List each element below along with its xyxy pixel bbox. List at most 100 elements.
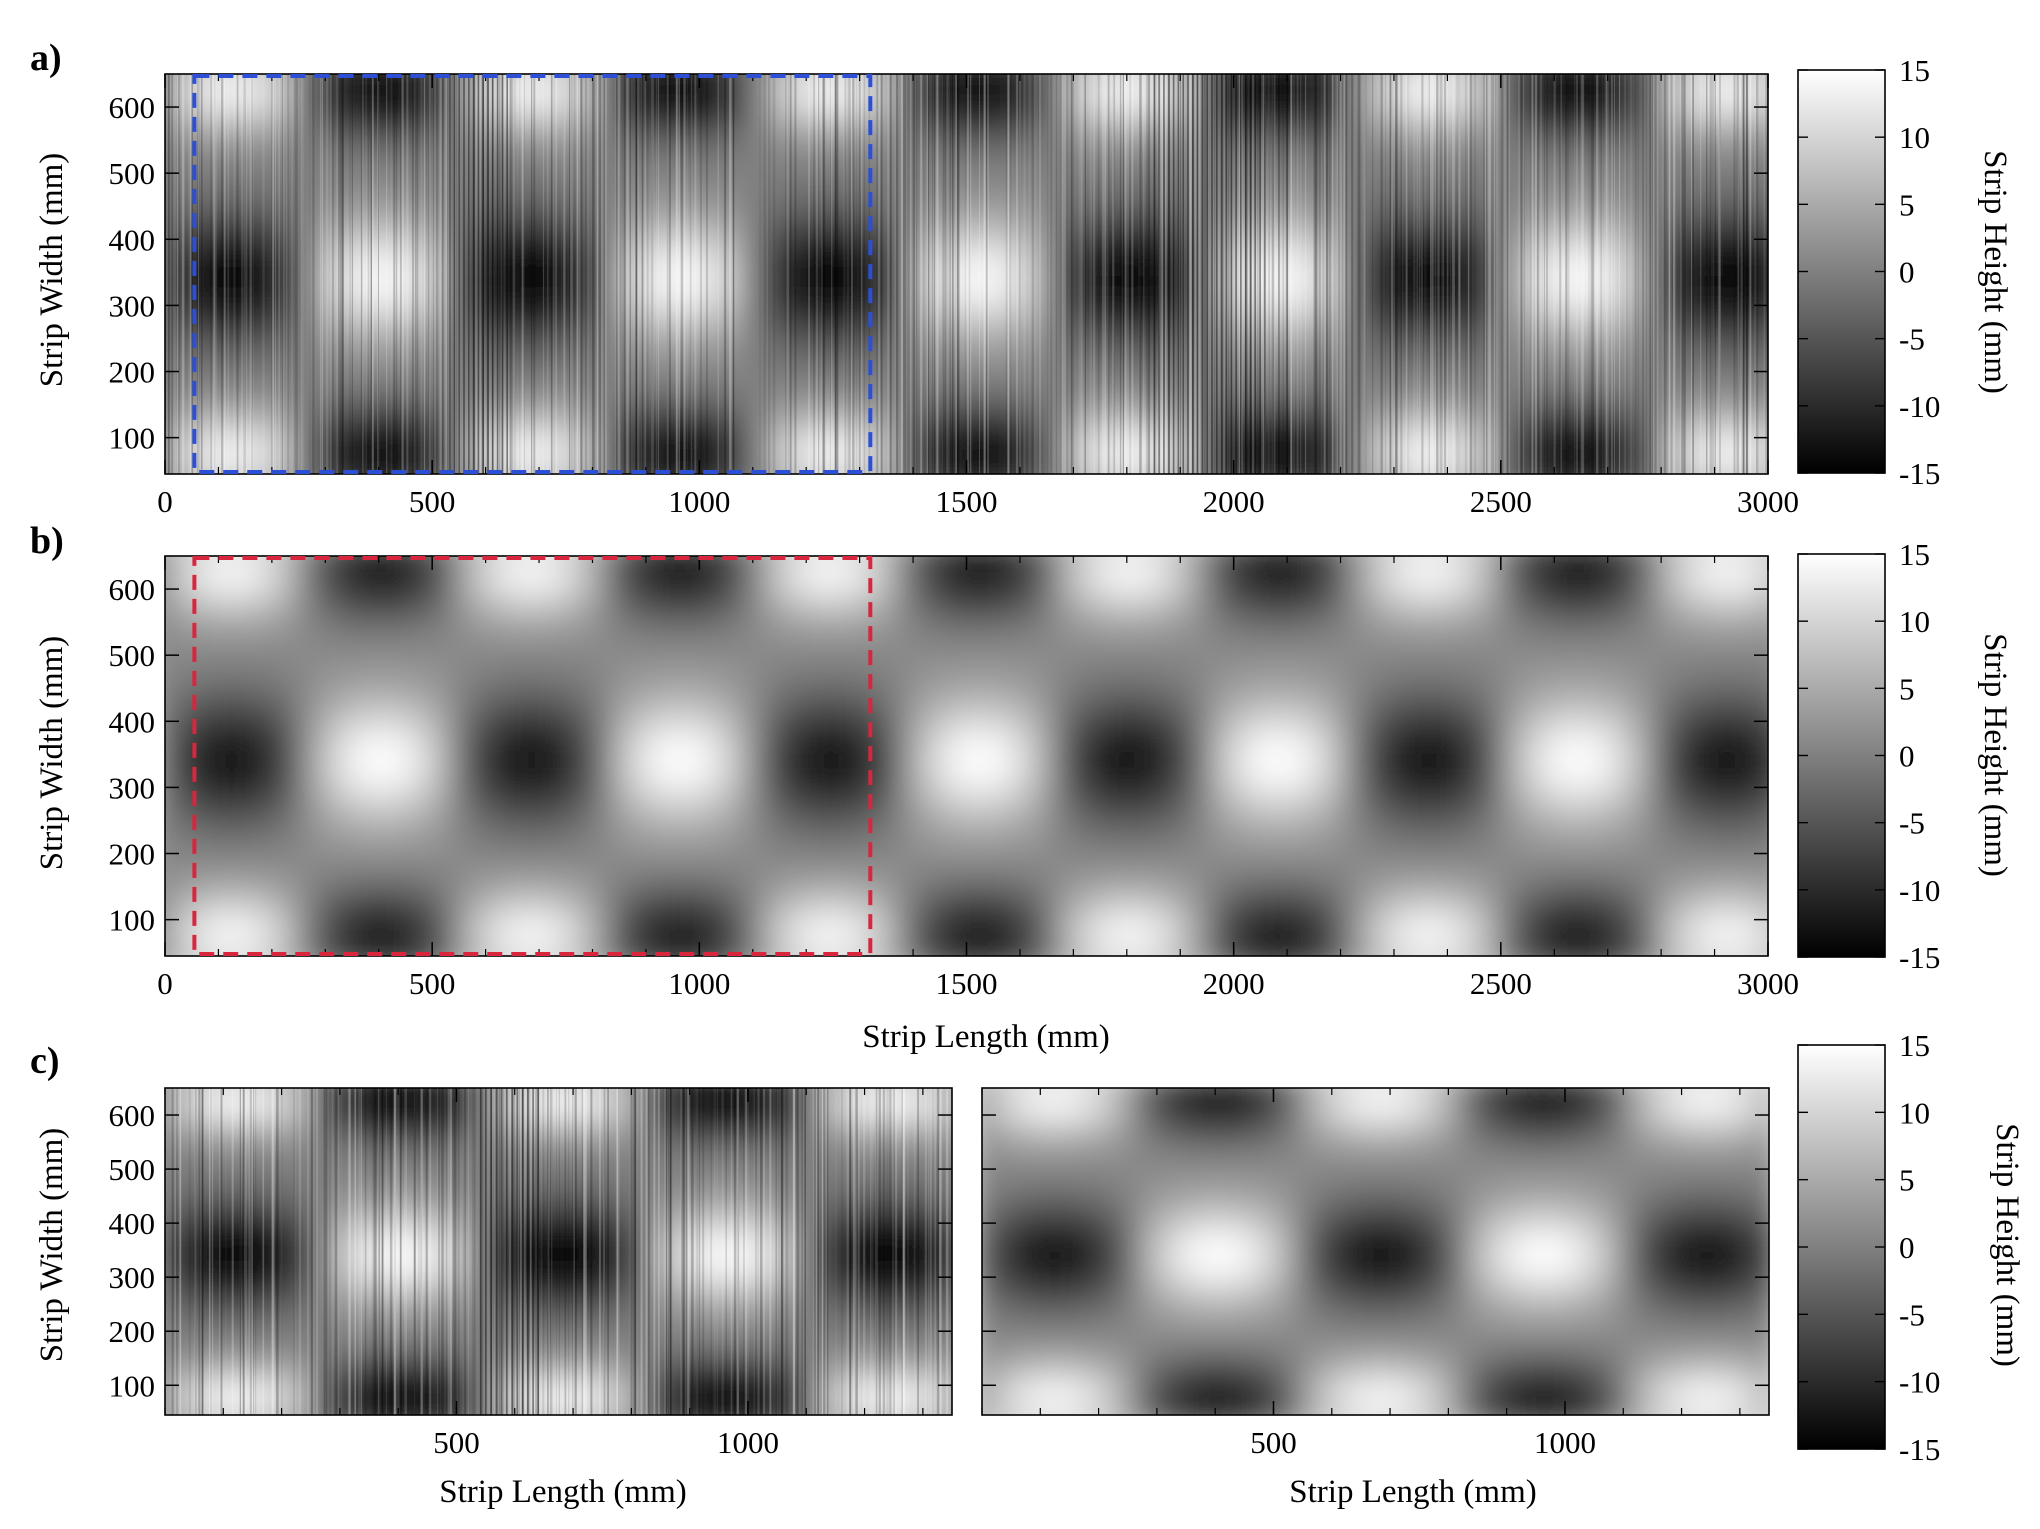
- heat-cell: [610, 181, 633, 197]
- heat-cell: [1300, 740, 1323, 756]
- heat-cell: [1523, 289, 1546, 305]
- heat-cell: [610, 335, 633, 351]
- heat-cell: [966, 925, 989, 941]
- heat-cell: [209, 586, 232, 602]
- noise-streak: [1436, 74, 1438, 474]
- heat-cell: [654, 571, 677, 587]
- heat-cell: [1523, 258, 1546, 274]
- heat-cell: [632, 474, 655, 490]
- heat-cell: [1189, 863, 1212, 879]
- heat-cell: [1211, 817, 1234, 833]
- heat-cell: [832, 602, 855, 618]
- heat-cell: [365, 925, 388, 941]
- heat-cell: [743, 863, 766, 879]
- heat-cell: [632, 648, 655, 664]
- heat-cell: [1768, 243, 1791, 259]
- heat-cell: [1701, 879, 1724, 895]
- noise-streak: [1171, 74, 1173, 474]
- heat-cell: [320, 909, 343, 925]
- heat-cell: [543, 725, 566, 741]
- noise-streak: [1036, 74, 1038, 474]
- noise-streak: [428, 74, 429, 474]
- noise-streak: [1263, 74, 1265, 474]
- heat-cell: [654, 648, 677, 664]
- heat-cell: [1500, 289, 1523, 305]
- heat-cell: [877, 648, 900, 664]
- heat-cell: [1768, 663, 1791, 679]
- heat-cell: [988, 817, 1011, 833]
- heat-cell: [1567, 458, 1590, 474]
- heat-cell: [1211, 740, 1234, 756]
- heat-cell: [899, 832, 922, 848]
- heat-cell: [320, 586, 343, 602]
- heat-cell: [1322, 289, 1345, 305]
- heat-cell: [1434, 832, 1457, 848]
- noise-streak: [733, 74, 734, 474]
- heat-cell: [565, 956, 588, 972]
- heat-cell: [1033, 632, 1056, 648]
- noise-streak: [678, 74, 680, 474]
- heat-cell: [832, 571, 855, 587]
- heat-cell: [1300, 756, 1323, 772]
- noise-streak: [415, 74, 416, 474]
- heat-cell: [387, 832, 410, 848]
- noise-streak: [1507, 74, 1508, 474]
- heat-cell: [1545, 412, 1568, 428]
- heat-cell: [1500, 58, 1523, 74]
- heat-cell: [988, 679, 1011, 695]
- noise-streak: [1047, 74, 1048, 474]
- heat-cell: [1345, 940, 1368, 956]
- heat-cell: [1768, 602, 1791, 618]
- heat-cell: [1189, 848, 1212, 864]
- heat-cell: [365, 740, 388, 756]
- noise-streak: [1093, 74, 1095, 474]
- noise-streak: [676, 74, 677, 474]
- heat-cell: [766, 848, 789, 864]
- heat-cell: [1478, 756, 1501, 772]
- noise-streak: [191, 74, 192, 474]
- heat-cell: [1612, 632, 1635, 648]
- noise-streak: [551, 74, 552, 474]
- heat-cell: [142, 740, 165, 756]
- heat-cell: [1678, 832, 1701, 848]
- heat-cell: [543, 694, 566, 710]
- heat-cell: [187, 909, 210, 925]
- heat-cell: [588, 679, 611, 695]
- heat-cell: [944, 740, 967, 756]
- heat-cell: [922, 89, 945, 105]
- heat-cell: [1322, 956, 1345, 972]
- heat-cell: [1567, 832, 1590, 848]
- heat-cell: [1189, 586, 1212, 602]
- heat-cell: [1434, 879, 1457, 895]
- heat-cell: [1189, 817, 1212, 833]
- heat-cell: [810, 756, 833, 772]
- noise-streak: [1522, 74, 1524, 474]
- heat-cell: [1122, 925, 1145, 941]
- heat-cell: [1768, 89, 1791, 105]
- heat-cell: [1612, 617, 1635, 633]
- noise-streak: [821, 74, 822, 474]
- heat-cell: [1678, 848, 1701, 864]
- dense-streak: [1163, 74, 1165, 474]
- heat-cell: [1567, 150, 1590, 166]
- heat-cell: [944, 648, 967, 664]
- noise-streak: [1343, 74, 1345, 474]
- colorbar-a-label: Strip Height (mm): [1977, 150, 2013, 394]
- heat-cell: [610, 663, 633, 679]
- heat-cell: [432, 694, 455, 710]
- heat-cell: [254, 617, 277, 633]
- heat-cell: [1011, 571, 1034, 587]
- heat-cell: [721, 848, 744, 864]
- heat-cell: [855, 725, 878, 741]
- heat-cell: [1545, 894, 1568, 910]
- heat-cell: [1768, 617, 1791, 633]
- heat-cell: [409, 571, 432, 587]
- heat-cell: [187, 956, 210, 972]
- noise-streak: [1710, 74, 1712, 474]
- heat-cell: [922, 709, 945, 725]
- heat-cell: [543, 879, 566, 895]
- heat-cell: [1500, 756, 1523, 772]
- heat-cell: [387, 571, 410, 587]
- heat-cell: [1077, 709, 1100, 725]
